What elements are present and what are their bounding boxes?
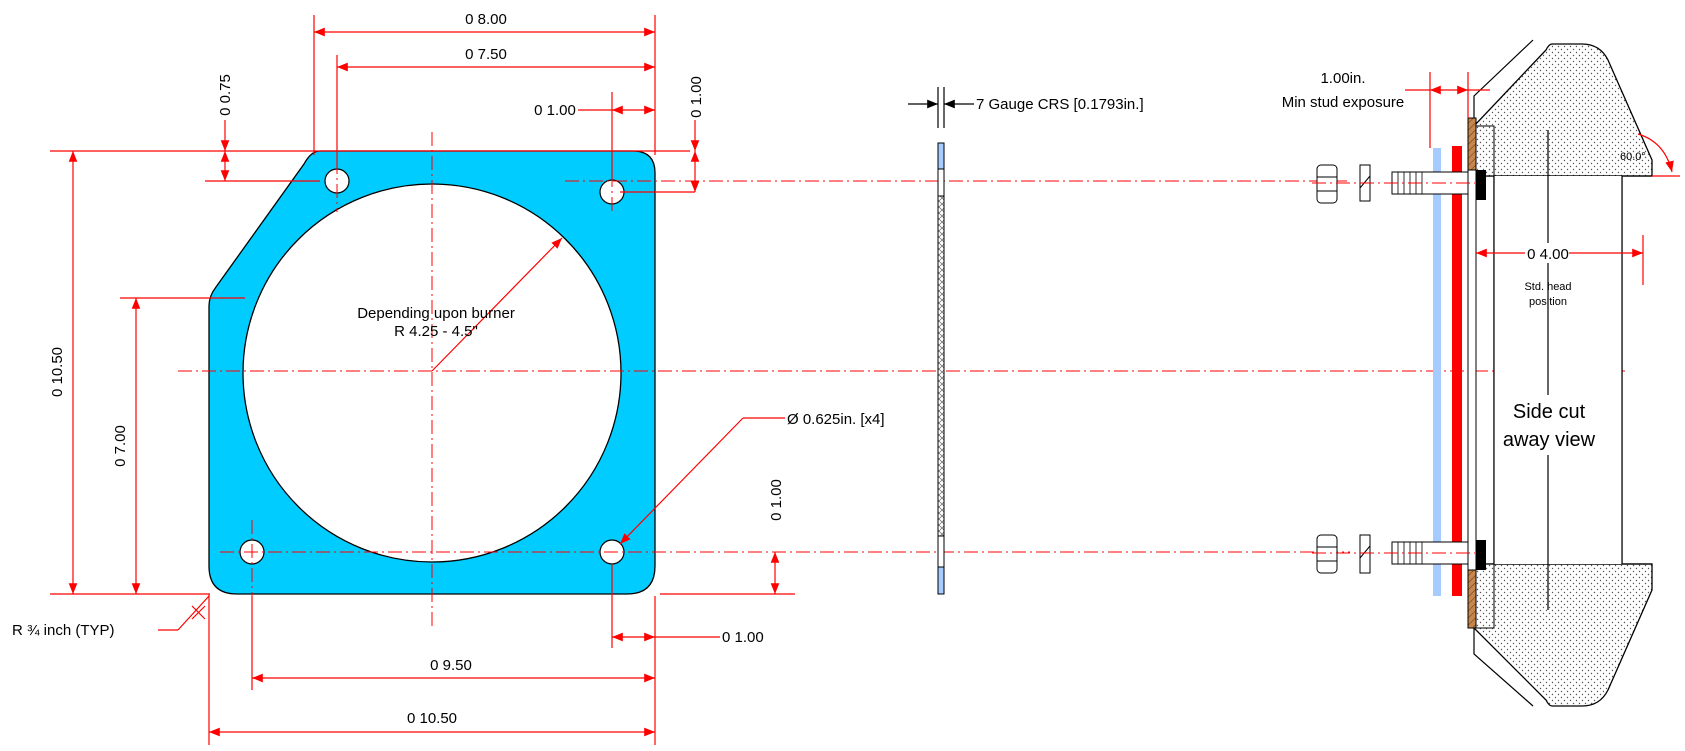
cutaway-view: 1.00in. Min stud exposure 60.0° 0 4.00 S… [1282, 39, 1680, 707]
washer-lower [1359, 534, 1371, 574]
corner-radius-note: R ¾ inch (TYP) [12, 622, 115, 639]
housing-lower [1473, 563, 1653, 707]
dim-angled-height: 0 7.00 [112, 425, 129, 467]
head-dim: 0 4.00 [1527, 246, 1569, 263]
nut-upper [1316, 164, 1338, 204]
dim-top-edge: 0 0.75 [217, 74, 234, 116]
dim-hole-spacing-top: 0 7.50 [465, 46, 507, 63]
head-note-line2: position [1529, 296, 1567, 308]
plate-edge-top [937, 142, 945, 170]
nut-lower [1316, 534, 1338, 574]
thickness-note: 7 Gauge CRS [0.1793in.] [976, 96, 1144, 113]
view-title-line2: away view [1503, 429, 1596, 451]
plate-edge-section [937, 195, 945, 537]
hole-note: Ø 0.625in. [x4] [787, 411, 885, 428]
gasket-blue [1433, 148, 1441, 596]
dim-hole-spacing-bottom: 0 9.50 [430, 657, 472, 674]
view-title-line1: Side cut [1513, 401, 1586, 423]
dim-bottom-hole-right: 0 1.00 [722, 629, 764, 646]
dim-hole-from-bottom: 0 1.00 [768, 479, 785, 521]
plate-edge-bottom [937, 566, 945, 595]
dim-overall-height: 0 10.50 [49, 347, 66, 397]
stud-exposure-line2: Min stud exposure [1282, 94, 1405, 111]
front-view: 0 8.00 0 7.50 0 0.75 0 1.00 0 1.00 0 10.… [12, 11, 1625, 745]
housing-flange-lower [1473, 563, 1495, 629]
dim-overall-width: 0 10.50 [407, 710, 457, 727]
dim-width-total: 0 8.00 [465, 11, 507, 28]
mount-plate-upper [1467, 117, 1477, 171]
housing-flange-upper [1473, 125, 1495, 177]
mount-plate-lower [1467, 569, 1477, 629]
bore-note-line1: Depending upon burner [357, 305, 515, 322]
bore-note-line2: R 4.25 - 4.5" [394, 323, 478, 340]
angle-label: 60.0° [1620, 151, 1646, 163]
stud-exposure-line1: 1.00in. [1320, 70, 1365, 87]
plate-side-view: 7 Gauge CRS [0.1793in.] [908, 87, 1144, 595]
dim-hole-from-right: 0 1.00 [534, 102, 576, 119]
dim-hole-from-top: 0 1.00 [688, 76, 705, 118]
head-note-line1: Std. head [1524, 281, 1571, 293]
gasket-red [1452, 146, 1462, 596]
